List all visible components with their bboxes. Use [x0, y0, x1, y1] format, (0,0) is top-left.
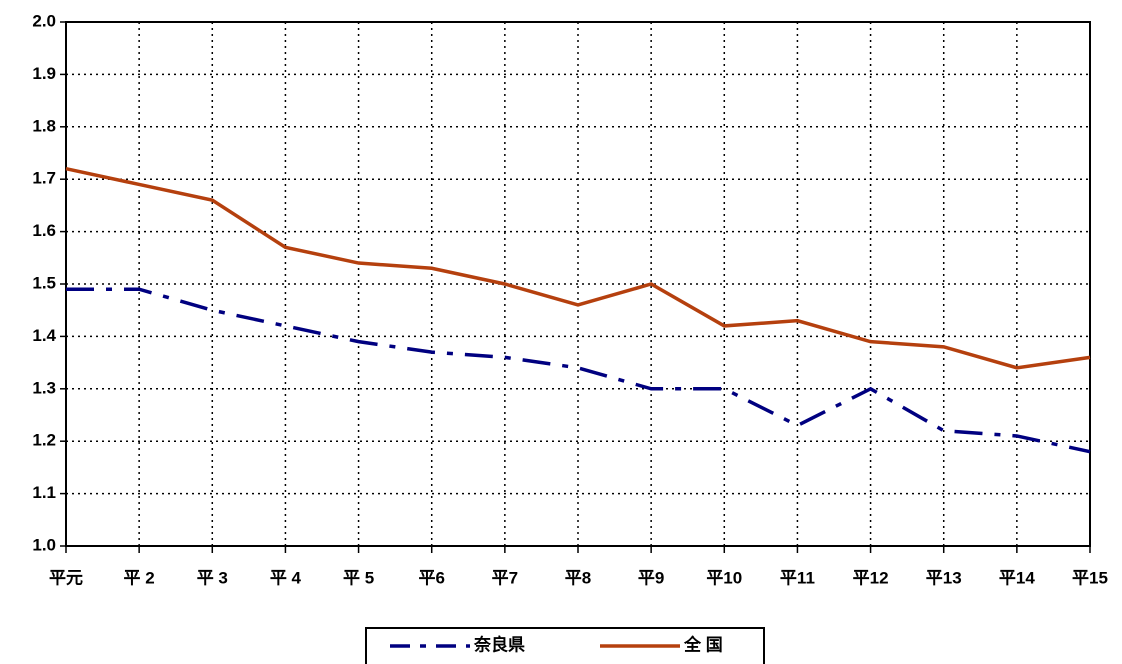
y-tick-label: 1.4	[32, 326, 56, 345]
y-tick-label: 1.6	[32, 221, 56, 240]
y-tick-label: 1.7	[32, 169, 56, 188]
series-line	[65, 167, 1091, 370]
x-tick-label: 平12	[853, 568, 889, 587]
x-tick-label: 平13	[926, 568, 962, 587]
x-tick-label: 平 5	[343, 568, 374, 587]
x-tick-label: 平 3	[197, 568, 228, 587]
y-tick-label: 1.9	[32, 64, 56, 83]
x-tick-label: 平9	[638, 568, 664, 587]
x-tick-label: 平15	[1072, 568, 1108, 587]
x-tick-label: 平7	[492, 568, 518, 587]
legend-label: 奈良県	[473, 634, 525, 654]
y-tick-label: 1.5	[32, 273, 56, 292]
series-line	[66, 287, 1091, 454]
y-tick-label: 1.3	[32, 378, 56, 397]
legend-label: 全 国	[683, 634, 723, 654]
x-tick-label: 平10	[706, 568, 742, 587]
x-tick-label: 平 4	[270, 568, 302, 587]
x-tick-label: 平11	[780, 568, 815, 587]
y-tick-label: 1.1	[32, 483, 56, 502]
legend-box	[365, 627, 765, 664]
y-tick-label: 1.8	[32, 116, 56, 135]
x-tick-label: 平8	[565, 568, 591, 587]
x-tick-label: 平6	[418, 568, 444, 587]
y-tick-label: 1.0	[32, 535, 56, 554]
x-tick-label: 平14	[999, 568, 1035, 587]
x-tick-label: 平元	[49, 568, 83, 587]
plot-frame	[65, 21, 1091, 547]
y-tick-label: 1.2	[32, 431, 56, 450]
x-tick-label: 平 2	[124, 568, 155, 587]
y-tick-label: 2.0	[32, 11, 56, 30]
